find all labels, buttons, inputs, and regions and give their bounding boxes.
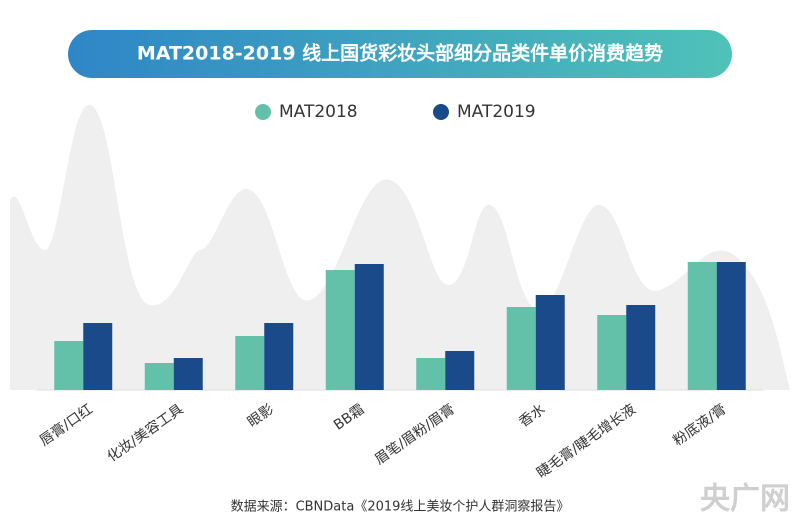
bar [173, 358, 203, 390]
legend-swatch [255, 104, 271, 120]
bar [354, 264, 384, 390]
x-tick-label: 香水 [516, 401, 548, 430]
x-tick-label: 粉底液/膏 [670, 401, 729, 450]
legend-label: MAT2018 [279, 102, 358, 122]
x-tick-label: 眉笔/眉粉/眉膏 [372, 401, 458, 469]
x-tick-label: 化妆/美容工具 [104, 401, 186, 466]
bar [144, 363, 174, 390]
bar [597, 315, 627, 390]
legend-label: MAT2019 [457, 102, 536, 122]
bar [416, 358, 446, 390]
bar [54, 341, 84, 390]
bar [445, 351, 475, 390]
bar [325, 270, 355, 390]
x-tick-label: 唇膏/口红 [36, 401, 95, 450]
background-hills [10, 104, 790, 390]
x-tick-label: 睫毛膏/睫毛增长液 [533, 401, 638, 482]
bar [626, 305, 656, 390]
source: 数据来源：CBNData《2019线上美妆个护人群洞察报告》 [231, 500, 570, 515]
x-tick-label: BB霜 [331, 401, 367, 433]
bar [535, 295, 565, 390]
title-pill [68, 30, 732, 78]
bar [83, 323, 113, 390]
bar [506, 307, 536, 390]
bar [716, 262, 746, 390]
bar [264, 323, 294, 390]
chart-title: MAT2018-2019 线上国货彩妆头部细分品类件单价消费趋势 [137, 42, 663, 65]
watermark: 央广网 [700, 482, 790, 517]
bar [235, 336, 265, 390]
x-tick-label: 眼影 [245, 401, 277, 430]
legend-swatch [433, 104, 449, 120]
bar [687, 262, 717, 390]
